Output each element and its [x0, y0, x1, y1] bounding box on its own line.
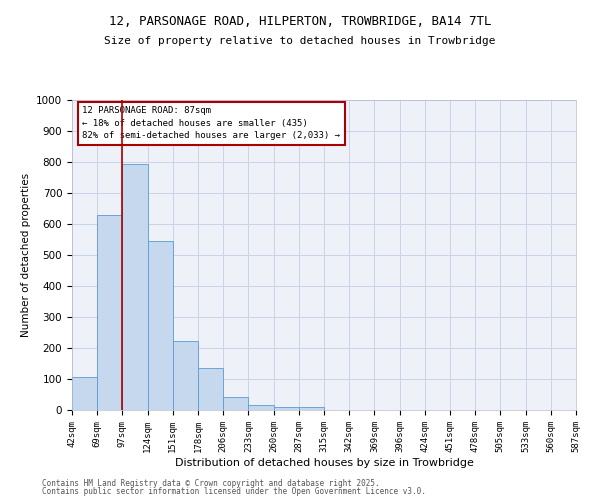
Bar: [248, 405, 274, 410]
Bar: [223, 397, 248, 410]
Bar: [72, 377, 97, 410]
Bar: [122, 164, 148, 410]
Y-axis label: Number of detached properties: Number of detached properties: [20, 173, 31, 337]
Bar: [148, 241, 173, 410]
Text: Contains public sector information licensed under the Open Government Licence v3: Contains public sector information licen…: [42, 487, 426, 496]
Text: 12 PARSONAGE ROAD: 87sqm
← 18% of detached houses are smaller (435)
82% of semi-: 12 PARSONAGE ROAD: 87sqm ← 18% of detach…: [82, 106, 340, 140]
Text: Contains HM Land Registry data © Crown copyright and database right 2025.: Contains HM Land Registry data © Crown c…: [42, 478, 380, 488]
X-axis label: Distribution of detached houses by size in Trowbridge: Distribution of detached houses by size …: [175, 458, 473, 468]
Bar: [173, 341, 198, 410]
Bar: [198, 368, 223, 410]
Text: 12, PARSONAGE ROAD, HILPERTON, TROWBRIDGE, BA14 7TL: 12, PARSONAGE ROAD, HILPERTON, TROWBRIDG…: [109, 15, 491, 28]
Text: Size of property relative to detached houses in Trowbridge: Size of property relative to detached ho…: [104, 36, 496, 46]
Bar: [274, 407, 299, 410]
Bar: [97, 214, 122, 410]
Bar: [299, 407, 324, 410]
